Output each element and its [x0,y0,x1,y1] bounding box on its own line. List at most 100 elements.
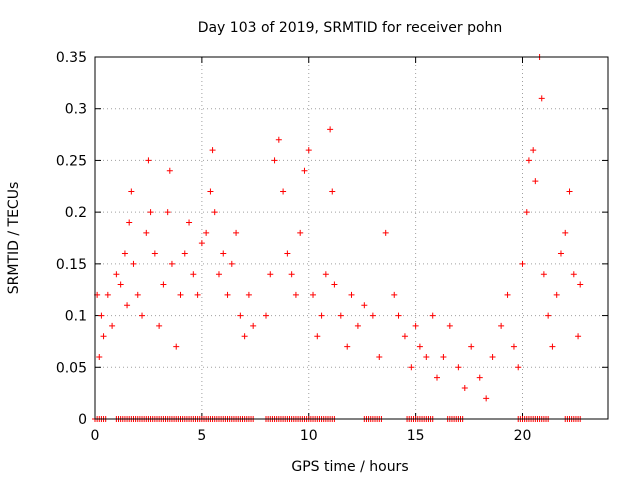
data-point [297,229,304,236]
y-tick-label: 0.2 [65,205,87,221]
data-point [263,312,269,319]
data-point [314,333,321,340]
y-tick-label: 0.1 [65,309,87,325]
data-point [434,374,440,381]
data-point [194,291,201,298]
y-axis-label: SRMTID / TECUs [6,182,22,295]
data-point [523,209,530,216]
data-point [468,343,475,350]
data-point [121,250,128,257]
data-point [519,260,526,267]
data-point [288,271,295,278]
data-point [275,136,282,143]
data-point [143,229,150,236]
data-point [301,167,308,174]
data-point [331,281,338,288]
data-point [391,291,398,298]
data-point [344,343,351,350]
data-point [100,333,107,340]
x-tick-label: 0 [91,428,100,444]
data-point [168,260,175,267]
data-point [151,250,158,257]
data-point [545,312,552,319]
data-point [354,322,361,329]
y-tick-label: 0.35 [56,50,87,66]
data-point [329,188,336,195]
data-point [557,250,564,257]
data-point [220,250,227,257]
data-point [416,343,423,350]
data-point [233,229,240,236]
data-point [549,343,556,350]
data-point [376,353,383,360]
data-point [215,271,222,278]
data-point [489,353,496,360]
data-point [412,322,419,329]
data-point [538,95,545,102]
data-point [250,322,257,329]
data-point [190,271,197,278]
data-point [525,157,532,164]
data-point [147,209,154,216]
data-point [177,291,184,298]
chart-title: Day 103 of 2019, SRMTID for receiver poh… [198,20,503,36]
data-point [209,147,216,154]
data-point [104,291,111,298]
data-point [532,178,539,185]
data-point [310,291,317,298]
data-point [113,271,120,278]
data-point [530,147,537,154]
data-point [566,188,573,195]
x-tick-label: 10 [300,428,318,444]
grid-layer [95,57,608,419]
data-point [515,364,522,371]
data-point [145,157,152,164]
data-point [322,271,329,278]
data-point [292,291,299,298]
data-point [562,229,569,236]
data-point [540,271,547,278]
data-point [156,322,163,329]
data-point [139,312,146,319]
data-point [575,333,582,340]
data-point [305,147,312,154]
y-tick-label: 0.25 [56,153,87,169]
x-tick-label: 5 [197,428,206,444]
x-tick-label: 15 [407,428,425,444]
data-point [327,126,334,133]
data-point [130,260,137,267]
data-point [98,312,105,319]
data-point [455,364,462,371]
data-point [164,209,171,216]
data-point [423,353,430,360]
data-point [160,281,167,288]
data-point [504,291,511,298]
data-point [181,250,188,257]
data-point [173,343,180,350]
data-point [166,167,173,174]
data-point [461,384,468,391]
data-point [337,312,344,319]
plot-frame [94,56,609,420]
data-point [318,312,325,319]
data-point [245,291,252,298]
data-point [203,229,210,236]
data-point [369,312,376,319]
data-point [476,374,483,381]
data-point [124,302,131,309]
data-point [577,281,584,288]
data-point [361,302,368,309]
data-point [271,157,278,164]
data-point [237,312,244,319]
data-point [186,219,193,226]
data-point [134,291,141,298]
data-point [126,219,133,226]
data-point [446,322,453,329]
data-point [128,188,135,195]
data-point [440,353,447,360]
data-point [267,271,274,278]
data-point [408,364,415,371]
data-point [348,291,355,298]
data-point [96,353,103,360]
